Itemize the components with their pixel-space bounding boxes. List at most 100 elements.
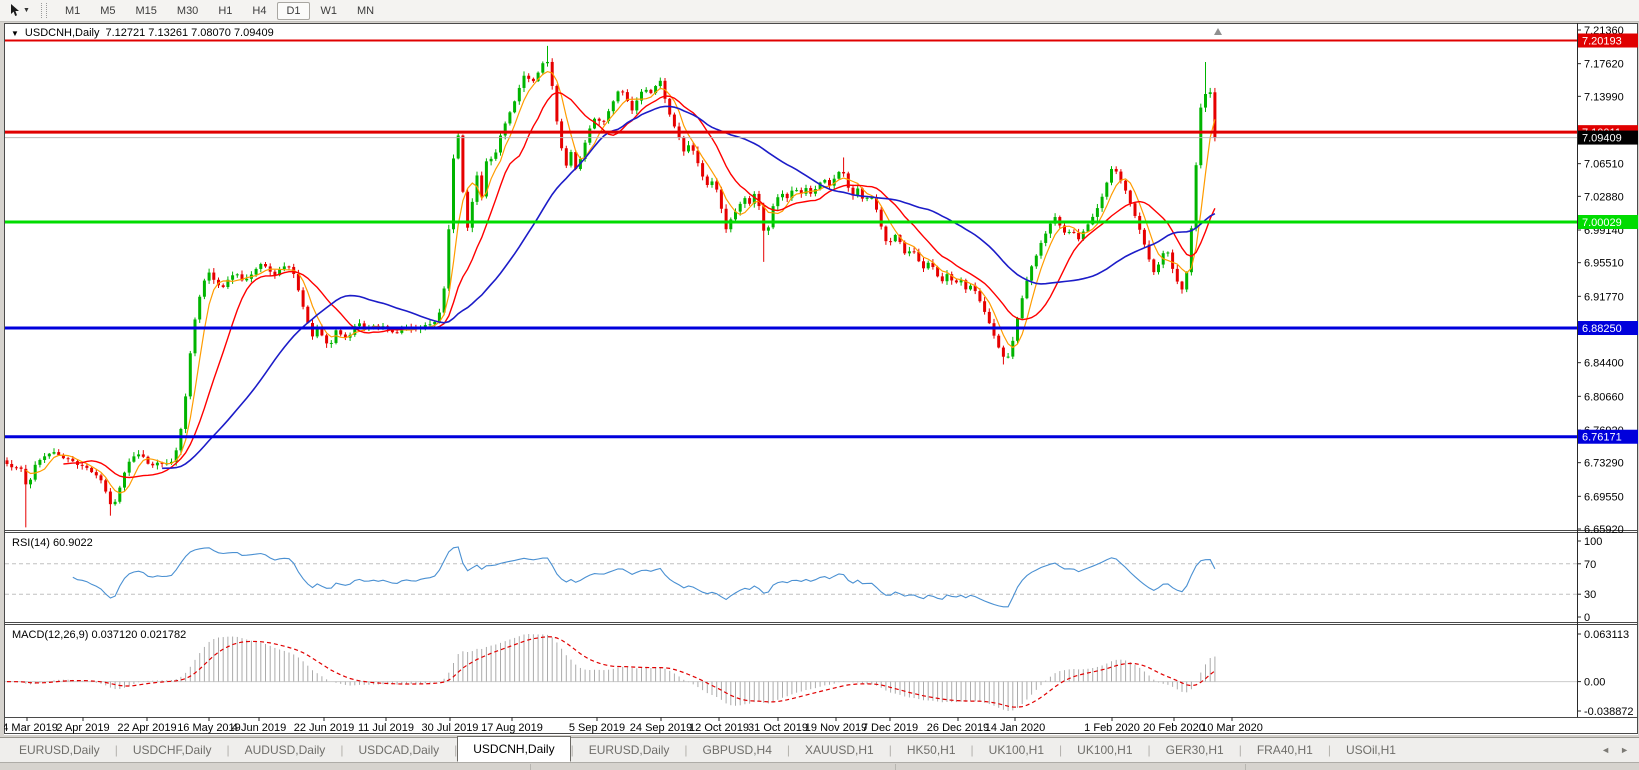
price-axis-tick: 7.02880 [1584, 191, 1624, 203]
chart-shift-marker-icon[interactable] [1214, 28, 1222, 35]
price-axis-tick: 6.95510 [1584, 258, 1624, 270]
chart-tab-usdcnh-daily[interactable]: USDCNH,Daily [457, 736, 571, 762]
macd-axis-tick: 0.00 [1584, 677, 1605, 689]
price-axis-tick: 6.84400 [1584, 358, 1624, 370]
tab-scroll-right-icon[interactable]: ► [1620, 745, 1629, 755]
timeframe-button-w1[interactable]: W1 [320, 4, 338, 17]
chart-tab-eurusd-daily[interactable]: EURUSD,Daily [19, 743, 100, 757]
tab-separator: | [888, 743, 892, 757]
timeframe-button-m1[interactable]: M1 [64, 4, 81, 17]
chart-window: 7.21360 7.17620 7.13990 7.06510 7.02880 6.991… [4, 23, 1638, 735]
chart-tab-usoil-h1[interactable]: USOil,H1 [1345, 743, 1396, 757]
date-axis-label: 30 Jul 2019 [422, 722, 479, 734]
moving-averages [25, 70, 1216, 494]
tab-separator: | [684, 743, 688, 757]
ma-fast-line [25, 70, 1216, 494]
macd-pane [5, 634, 1577, 711]
rsi-axis-tick: 0 [1584, 612, 1590, 624]
chart-dropdown-icon[interactable]: ▼ [11, 28, 19, 38]
date-axis-label: 17 Aug 2019 [481, 722, 543, 734]
price-axis-tick: 6.69550 [1584, 491, 1624, 503]
date-axis-label: 1 Feb 2020 [1084, 722, 1140, 734]
timeframe-button-m30[interactable]: M30 [176, 4, 199, 17]
tab-separator: | [1238, 743, 1242, 757]
level-price-label [1578, 429, 1638, 444]
timeframe-button-d1[interactable]: D1 [277, 1, 310, 20]
chart-tab-usdcad-daily[interactable]: USDCAD,Daily [358, 743, 440, 757]
tab-scroll-arrows: ◄ ► [1601, 745, 1629, 755]
chart-ohlc-values: 7.12721 7.13261 7.08070 7.09409 [105, 27, 274, 39]
macd-axis-tick: -0.038872 [1584, 706, 1634, 718]
chart-tabs: EURUSD,Daily | USDCHF,Daily | AUDUSD,Daily | U… [0, 736, 1411, 762]
ma-medium-line [63, 91, 1216, 479]
date-axis-label: 22 Apr 2019 [117, 722, 176, 734]
cursor-tool-caret-icon: ▼ [23, 7, 30, 14]
tab-separator: | [454, 743, 458, 757]
level-price-label [1578, 33, 1638, 48]
status-divider [1245, 764, 1246, 770]
chart-tab-uk100-h1[interactable]: UK100,H1 [1077, 743, 1133, 757]
date-axis-label: 2 Apr 2019 [56, 722, 109, 734]
chart-canvas[interactable]: 7.213607.176207.139907.065107.028806.991… [4, 23, 1638, 734]
date-axis-label: 19 Nov 2019 [805, 722, 867, 734]
candlestick-series [5, 45, 1217, 528]
date-axis-label: 10 Mar 2020 [1201, 722, 1263, 734]
rsi-pane [5, 546, 1577, 608]
price-axis-tick: 7.06510 [1584, 159, 1624, 171]
horizontal-level-lines [5, 39, 1577, 439]
chart-tab-gbpusd-h4[interactable]: GBPUSD,H4 [702, 743, 772, 757]
svg-text:6.88250: 6.88250 [1582, 323, 1622, 335]
price-axis-tick: 7.17620 [1584, 59, 1624, 71]
ma-slow-line [162, 105, 1216, 470]
shift-marker [1214, 28, 1222, 35]
date-axis-label: 26 Dec 2019 [927, 722, 989, 734]
tab-separator: | [340, 743, 344, 757]
date-axis-label: 5 Sep 2019 [569, 722, 625, 734]
rsi-axis-tick: 100 [1584, 536, 1602, 548]
chart-tab-audusd-daily[interactable]: AUDUSD,Daily [244, 743, 326, 757]
timeframe-button-h1[interactable]: H1 [218, 4, 233, 17]
top-toolbar: ▼ M1 M5 M15 M30 H1 H4 D1 W1 MN [0, 0, 1639, 22]
chart-tab-uk100-h1[interactable]: UK100,H1 [988, 743, 1045, 757]
date-axis-label: 11 Jul 2019 [358, 722, 414, 734]
chart-tab-fra40-h1[interactable]: FRA40,H1 [1256, 743, 1313, 757]
chart-frame [4, 23, 1638, 734]
tab-separator: | [786, 743, 791, 757]
toolbar-grip[interactable] [40, 3, 47, 18]
price-axis-tick: 6.91770 [1584, 291, 1624, 303]
chart-tab-bar: EURUSD,Daily | USDCHF,Daily | AUDUSD,Daily | U… [0, 736, 1639, 762]
tab-separator: | [1147, 743, 1151, 757]
timeframe-button-h4[interactable]: H4 [252, 4, 267, 17]
date-axis-label: 20 Feb 2020 [1143, 722, 1205, 734]
svg-text:7.20193: 7.20193 [1582, 36, 1622, 48]
tab-separator: | [570, 743, 574, 757]
timeframe-button-mn[interactable]: MN [357, 4, 375, 17]
tab-separator: | [1327, 743, 1331, 757]
date-axis-label: 12 Oct 2019 [689, 722, 749, 734]
price-label-boxes: 7.201937.100117.000296.882506.761717.094… [1578, 33, 1638, 444]
chart-tab-eurusd-daily[interactable]: EURUSD,Daily [588, 743, 670, 757]
level-price-label [1578, 214, 1638, 229]
timeframe-button-m5[interactable]: M5 [100, 4, 116, 17]
tab-separator: | [226, 743, 230, 757]
timeframe-buttons: M1 M5 M15 M30 H1 H4 D1 W1 MN [56, 1, 383, 20]
date-axis-label: 31 Oct 2019 [748, 722, 808, 734]
macd-indicator-label: MACD(12,26,9) 0.037120 0.021782 [12, 629, 187, 641]
chart-tab-usdchf-daily[interactable]: USDCHF,Daily [132, 743, 212, 757]
price-axis-tick: 6.73290 [1584, 458, 1624, 470]
date-axis-label: 14 Mar 2019 [4, 722, 58, 734]
chart-tab-xauusd-h1[interactable]: XAUUSD,H1 [805, 743, 874, 757]
chart-tab-hk50-h1[interactable]: HK50,H1 [906, 743, 956, 757]
svg-text:7.09409: 7.09409 [1582, 133, 1622, 145]
date-axis-label: 7 Dec 2019 [862, 722, 918, 734]
tab-separator: | [114, 743, 118, 757]
date-axis-label: 22 Jun 2019 [294, 722, 355, 734]
cursor-tool-button[interactable]: ▼ [6, 2, 34, 19]
status-divider [530, 764, 531, 770]
date-axis-label: 16 May 2019 [177, 722, 241, 734]
chart-tab-ger30-h1[interactable]: GER30,H1 [1165, 743, 1224, 757]
tab-separator: | [970, 743, 974, 757]
timeframe-button-m15[interactable]: M15 [135, 4, 157, 17]
tab-scroll-left-icon[interactable]: ◄ [1601, 745, 1611, 755]
